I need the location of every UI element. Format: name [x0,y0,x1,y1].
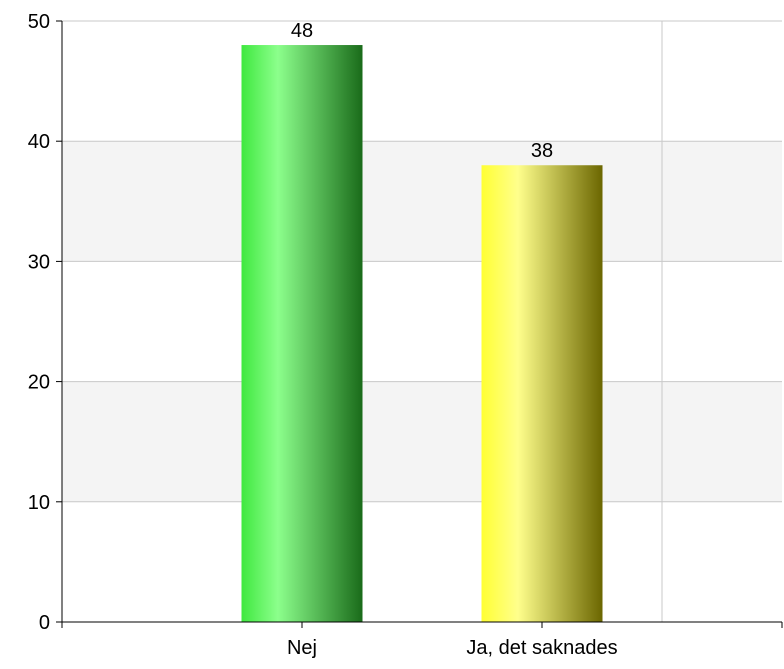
y-tick-label: 30 [28,251,50,273]
y-tick-label: 50 [28,11,50,33]
plot-band [62,381,782,502]
y-tick-label: 10 [28,492,50,514]
data-labels: 48 38 [291,20,553,162]
y-tick-label: 20 [28,372,50,394]
data-label: 48 [291,20,313,42]
x-tick-label: Ja, det saknades [466,637,617,659]
data-label: 38 [531,140,553,162]
plot-bands [62,141,782,502]
x-axis-ticks: Nej Ja, det saknades [61,622,783,659]
bar-1 [241,45,363,623]
x-tick-label: Nej [287,637,317,659]
gridlines [62,20,782,622]
y-tick-label: 40 [28,131,50,153]
axes [61,21,782,623]
y-axis-ticks: 0 10 20 30 40 50 [28,11,62,634]
y-tick-label: 0 [39,612,50,634]
bars [241,45,603,623]
plot-band [62,141,782,262]
bar-2 [481,165,603,623]
